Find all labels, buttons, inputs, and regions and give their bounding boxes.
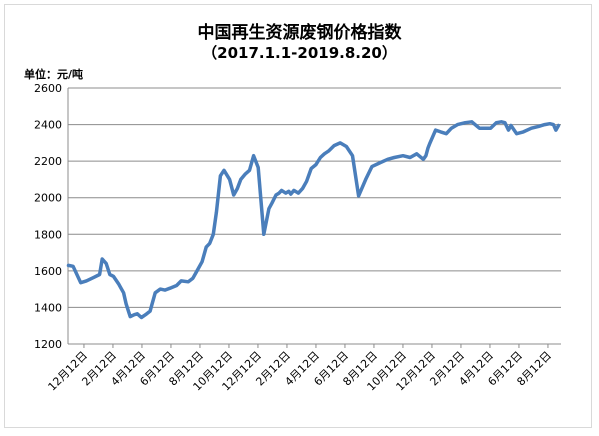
y-axis-ticks: 1200 1400 1600 1800 2000 2200 2400 2600 xyxy=(34,82,62,351)
gridlines xyxy=(68,87,561,308)
y-tick-label: 2200 xyxy=(34,155,62,168)
x-axis-ticks: 12月12日2月12日4月12日6月12日8月12日10月12日12月12日2月… xyxy=(46,344,554,394)
y-tick-label: 2600 xyxy=(34,82,62,95)
axes xyxy=(67,88,561,345)
chart-frame xyxy=(4,4,592,428)
x-tick-label: 12月12日 xyxy=(46,349,91,394)
series-line xyxy=(66,120,561,320)
series-layer xyxy=(66,120,561,320)
y-tick-label: 2400 xyxy=(34,119,62,132)
y-tick-label: 1600 xyxy=(34,265,62,278)
y-tick-label: 1200 xyxy=(34,338,62,351)
y-tick-label: 1800 xyxy=(34,228,62,241)
chart-title: 中国再生资源废钢价格指数 xyxy=(197,23,402,43)
chart-subtitle: （2017.1.1-2019.8.20） xyxy=(202,44,397,62)
y-axis-unit-label: 单位：元/吨 xyxy=(24,68,84,81)
y-tick-label: 2000 xyxy=(34,192,62,205)
y-tick-label: 1400 xyxy=(34,301,62,314)
